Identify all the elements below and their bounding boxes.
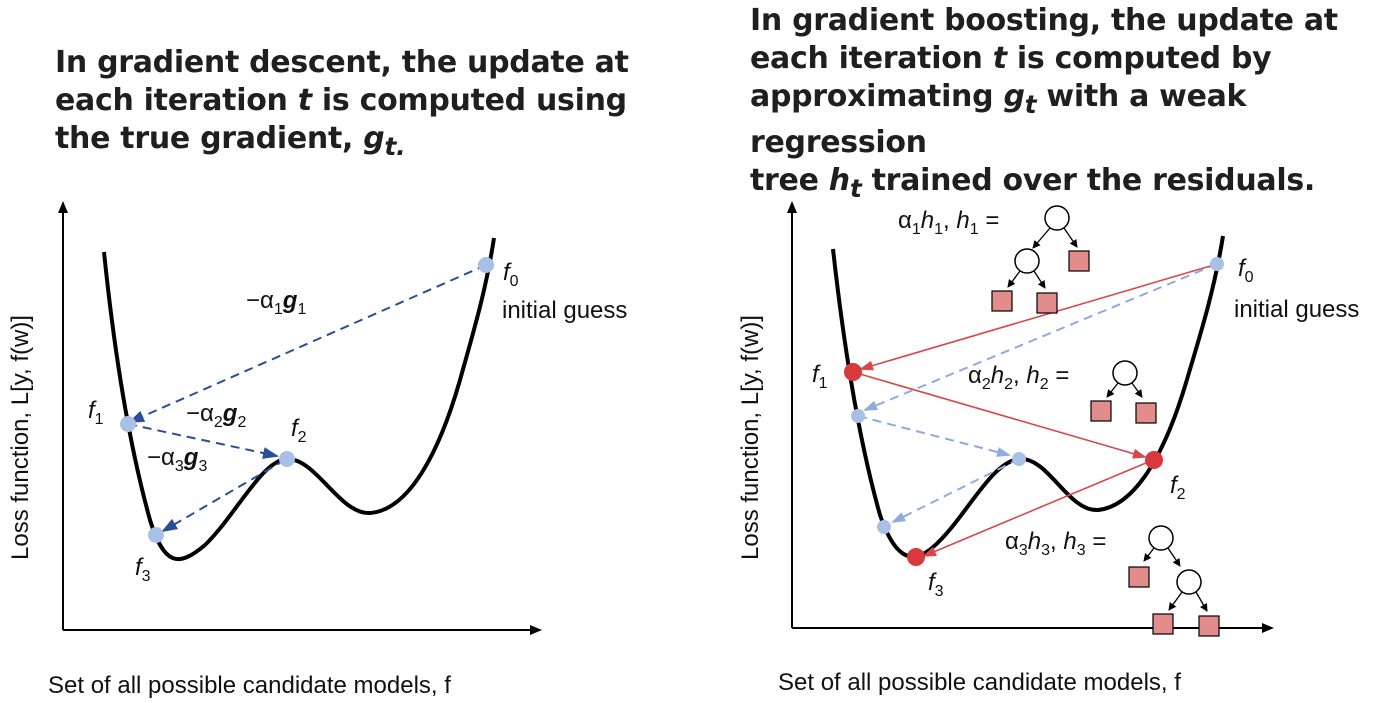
- right-light-arrow-3: [891, 458, 1020, 523]
- right-label-f2: f2: [1170, 472, 1186, 503]
- left-title-line1: In gradient descent, the update at: [55, 45, 629, 80]
- right-point-f0: [1210, 257, 1224, 271]
- left-title-line2-pre: each iteration: [55, 83, 298, 118]
- tree-3-leaf: [1128, 566, 1150, 588]
- right-light-arrow-2: [857, 415, 1011, 457]
- tree-1-root-node: [1044, 205, 1070, 231]
- tree-3-root-node: [1148, 525, 1174, 551]
- right-boost-arrow-1: [859, 263, 1218, 371]
- right-light-point-2: [1012, 452, 1026, 466]
- left-panel: f0 initial guess f1 f2 f3 −α1g1 −α2g2 −α…: [7, 201, 627, 699]
- right-title-line3-post: with a weak regression: [750, 79, 1247, 160]
- tree-1-label: α1h1, h1 =: [898, 207, 999, 238]
- tree-2-label: α2h2, h2 =: [968, 362, 1069, 393]
- right-panel: f0 initial guess f1 f2 f3 α1h1, h1 = α2h…: [737, 201, 1359, 696]
- right-title-t: t: [992, 41, 1007, 76]
- tree-3-leaf: [1152, 613, 1174, 635]
- tree-3-label: α3h3, h3 =: [1005, 528, 1106, 559]
- weak-tree-2: α2h2, h2 =: [968, 360, 1157, 424]
- left-step-arrow-2: [127, 423, 279, 459]
- left-label-f1: f1: [88, 397, 104, 428]
- left-label-f2: f2: [291, 415, 307, 446]
- left-title-g-sub: t.: [384, 132, 406, 161]
- left-title-line3-pre: the true gradient,: [55, 121, 364, 156]
- left-title-line2-post: is computed using: [311, 83, 627, 118]
- tree-1-inner-node: [1014, 248, 1040, 274]
- right-light-arrow-1: [863, 263, 1218, 411]
- left-step-arrow-1: [128, 264, 487, 423]
- tree-2-root-node: [1112, 360, 1138, 386]
- tree-1-leaf: [1036, 292, 1058, 314]
- right-title-line4-post: trained over the residuals.: [861, 163, 1316, 198]
- left-label-f3: f3: [135, 554, 151, 585]
- right-label-initial-guess: initial guess: [1234, 296, 1359, 323]
- left-x-axis-label: Set of all possible candidate models, f: [48, 672, 451, 699]
- tree-3-inner-node: [1176, 569, 1202, 595]
- right-title-line4-pre: tree: [750, 163, 829, 198]
- right-title-line2-post: is computed by: [1006, 41, 1272, 76]
- tree-1-leaf: [991, 290, 1013, 312]
- right-x-axis-label: Set of all possible candidate models, f: [778, 669, 1181, 696]
- weak-tree-3: α3h3, h3 =: [1005, 525, 1220, 637]
- right-title-h-sub: t: [849, 174, 862, 203]
- left-title-t: t: [297, 83, 312, 118]
- left-y-axis-label: Loss function, L[y, f(w)]: [7, 315, 34, 560]
- right-title: In gradient boosting, the update at each…: [750, 2, 1380, 208]
- tree-2-leaf: [1090, 400, 1112, 422]
- left-point-f3: [148, 527, 164, 543]
- tree-3-leaf: [1198, 615, 1220, 637]
- left-loss-curve: [102, 237, 496, 562]
- right-title-line3-pre: approximating: [750, 79, 1004, 114]
- right-light-point-1: [851, 409, 865, 423]
- right-y-axis-label: Loss function, L[y, f(w)]: [737, 315, 764, 560]
- left-point-f2: [279, 451, 295, 467]
- right-title-line2-pre: each iteration: [750, 41, 993, 76]
- right-label-f1: f1: [812, 361, 828, 392]
- right-title-line1: In gradient boosting, the update at: [750, 3, 1338, 38]
- left-step-label-2: −α2g2: [186, 400, 246, 431]
- right-light-point-3: [877, 520, 891, 534]
- right-boost-arrow-3: [922, 459, 1154, 557]
- tree-1-leaf: [1068, 250, 1090, 272]
- right-point-f3: [907, 548, 925, 566]
- weak-tree-1: α1h1, h1 =: [898, 205, 1090, 314]
- left-step-label-3: −α3g3: [147, 444, 207, 475]
- left-title: In gradient descent, the update at each …: [55, 44, 655, 166]
- left-point-f0: [478, 257, 494, 273]
- right-point-f2: [1145, 451, 1163, 469]
- left-point-f1: [120, 416, 136, 432]
- tree-2-leaf: [1135, 402, 1157, 424]
- left-title-g: g: [363, 121, 385, 156]
- right-boost-arrow-2: [852, 371, 1147, 459]
- right-title-h: h: [828, 163, 850, 198]
- right-loss-curve: [831, 235, 1225, 559]
- right-point-f1: [844, 363, 862, 381]
- right-title-g: g: [1003, 79, 1025, 114]
- left-step-label-1: −α1g1: [246, 287, 306, 318]
- left-label-f0: f0: [503, 259, 519, 290]
- right-label-f3: f3: [928, 569, 944, 600]
- right-label-f0: f0: [1238, 255, 1254, 286]
- right-title-g-sub: t: [1024, 90, 1037, 119]
- left-label-initial-guess: initial guess: [502, 297, 627, 324]
- left-step-arrow-3: [161, 459, 286, 533]
